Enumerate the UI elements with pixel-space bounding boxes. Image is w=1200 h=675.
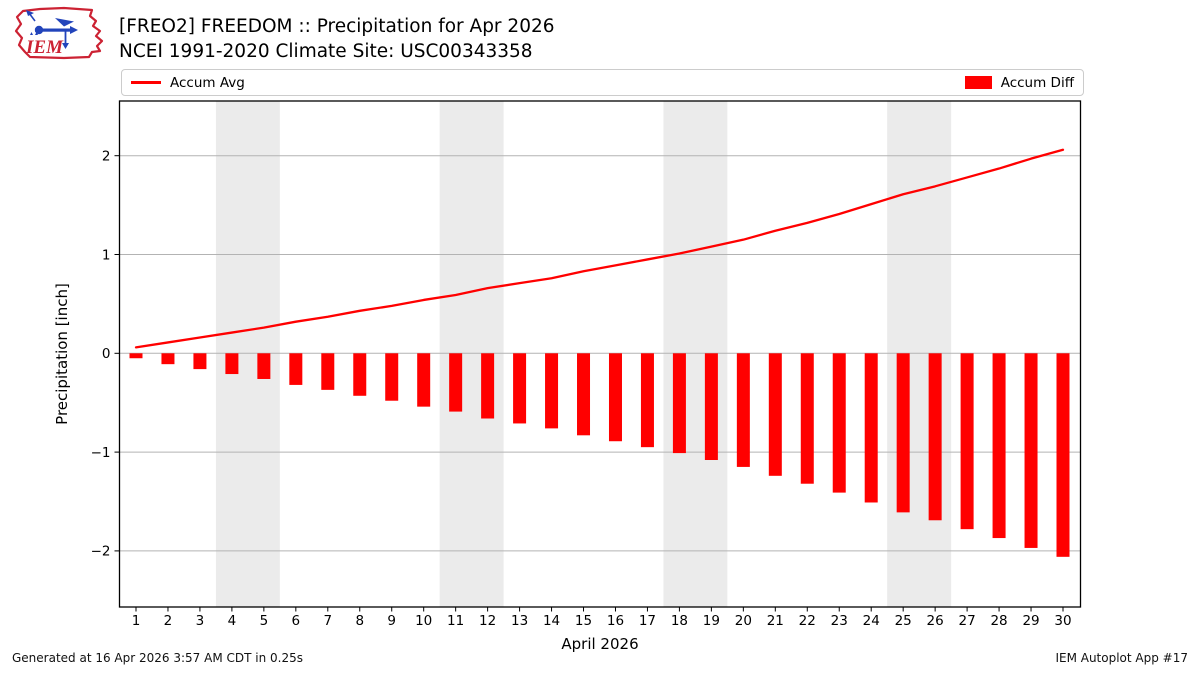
accum-diff-bar	[193, 353, 207, 370]
accum-diff-bar	[768, 353, 782, 476]
iowa-outline-icon	[14, 6, 104, 60]
x-tick-label: 20	[735, 613, 752, 629]
x-tick-label: 28	[990, 613, 1007, 629]
accum-diff-bar	[864, 353, 878, 503]
y-tick-label: −2	[91, 544, 111, 560]
weather-vane-icon	[26, 10, 78, 49]
accum-diff-bar	[800, 353, 814, 484]
plot-border	[118, 100, 1082, 608]
accum-diff-bar	[832, 353, 846, 493]
accum-diff-bar	[704, 353, 718, 461]
y-tick-label: 0	[102, 346, 111, 362]
x-tick-label: 30	[1054, 613, 1071, 629]
x-tick-label: 29	[1022, 613, 1039, 629]
x-tick-label: 8	[355, 613, 364, 629]
title-block: [FREO2] FREEDOM :: Precipitation for Apr…	[119, 14, 555, 64]
accum-diff-bar	[992, 353, 1006, 539]
chart-subtitle: NCEI 1991-2020 Climate Site: USC00343358	[119, 41, 533, 62]
x-tick-label: 15	[575, 613, 592, 629]
y-axis-label: Precipitation [inch]	[53, 283, 71, 425]
x-tick-label: 17	[639, 613, 656, 629]
accum-diff-bar	[513, 353, 527, 424]
x-tick-label: 5	[260, 613, 269, 629]
x-tick-label: 6	[292, 613, 301, 629]
accum-diff-bar	[1024, 353, 1038, 548]
accum-diff-bar	[960, 353, 974, 530]
accum-diff-bar	[417, 353, 431, 407]
x-tick-label: 21	[767, 613, 784, 629]
x-tick-label: 26	[927, 613, 944, 629]
accum-diff-bar	[129, 353, 143, 359]
accum-diff-bar	[481, 353, 495, 419]
accum-diff-bar	[257, 353, 271, 379]
accum-diff-bar	[1056, 353, 1070, 557]
accum-diff-bar	[545, 353, 559, 429]
iem-logo: IEM	[14, 6, 104, 60]
accum-diff-bar	[289, 353, 303, 385]
accum-avg-line-swatch-icon	[131, 81, 161, 84]
legend-item-accum-diff: Accum Diff	[964, 74, 1074, 91]
y-tick-label: −1	[91, 445, 111, 461]
x-tick-label: 3	[196, 613, 205, 629]
legend: Accum Avg Accum Diff	[121, 69, 1084, 96]
x-tick-label: 23	[831, 613, 848, 629]
x-tick-label: 10	[415, 613, 432, 629]
x-tick-label: 27	[959, 613, 976, 629]
x-tick-label: 1	[132, 613, 141, 629]
x-tick-label: 11	[447, 613, 464, 629]
accum-diff-bar	[672, 353, 686, 454]
accum-diff-bar	[161, 353, 175, 365]
accum-avg-line	[134, 148, 1065, 349]
x-axis-label: April 2026	[561, 635, 639, 653]
legend-label-accum-diff: Accum Diff	[1000, 74, 1074, 91]
x-tick-label: 7	[323, 613, 332, 629]
accum-diff-bar	[449, 353, 463, 412]
accum-diff-bar	[928, 353, 942, 521]
x-tick-label: 25	[895, 613, 912, 629]
y-tick-label: 1	[102, 247, 111, 263]
x-tick-label: 24	[863, 613, 880, 629]
app-credit: IEM Autoplot App #17	[1055, 651, 1188, 665]
legend-label-accum-avg: Accum Avg	[170, 74, 245, 91]
accum-diff-rect-swatch-icon	[964, 76, 992, 89]
x-tick-label: 2	[164, 613, 173, 629]
accum-diff-bar	[640, 353, 654, 448]
x-tick-label: 12	[479, 613, 496, 629]
x-tick-label: 4	[228, 613, 237, 629]
x-tick-label: 14	[543, 613, 560, 629]
x-tick-label: 22	[799, 613, 816, 629]
x-tick-label: 13	[511, 613, 528, 629]
accum-diff-bar	[608, 353, 622, 442]
accum-diff-bar	[577, 353, 591, 436]
accum-diff-bar	[736, 353, 750, 467]
accum-diff-bar	[385, 353, 399, 401]
x-tick-label: 9	[387, 613, 396, 629]
accum-diff-bar	[321, 353, 335, 390]
generated-timestamp: Generated at 16 Apr 2026 3:57 AM CDT in …	[12, 651, 303, 665]
x-tick-label: 16	[607, 613, 624, 629]
accum-diff-bar	[225, 353, 239, 375]
legend-item-accum-avg: Accum Avg	[131, 75, 245, 91]
y-tick-label: 2	[102, 149, 111, 165]
accum-diff-bar	[353, 353, 367, 396]
x-tick-label: 19	[703, 613, 720, 629]
accum-diff-bar	[896, 353, 910, 513]
x-tick-label: 18	[671, 613, 688, 629]
logo-text: IEM	[25, 37, 64, 58]
chart-title: [FREO2] FREEDOM :: Precipitation for Apr…	[119, 16, 555, 37]
